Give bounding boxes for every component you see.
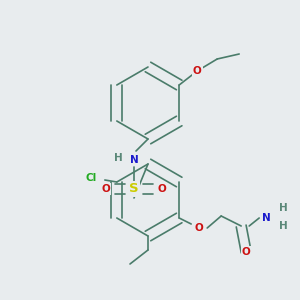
Text: N: N [130,155,138,165]
Text: H: H [279,203,288,213]
Text: O: O [158,184,166,194]
Text: H: H [279,221,288,231]
Text: O: O [102,184,110,194]
Text: N: N [262,213,271,223]
Text: H: H [114,153,122,163]
Text: Cl: Cl [85,173,96,183]
Text: O: O [193,66,202,76]
Text: S: S [129,182,139,196]
Text: O: O [195,223,204,233]
Text: O: O [242,247,250,257]
